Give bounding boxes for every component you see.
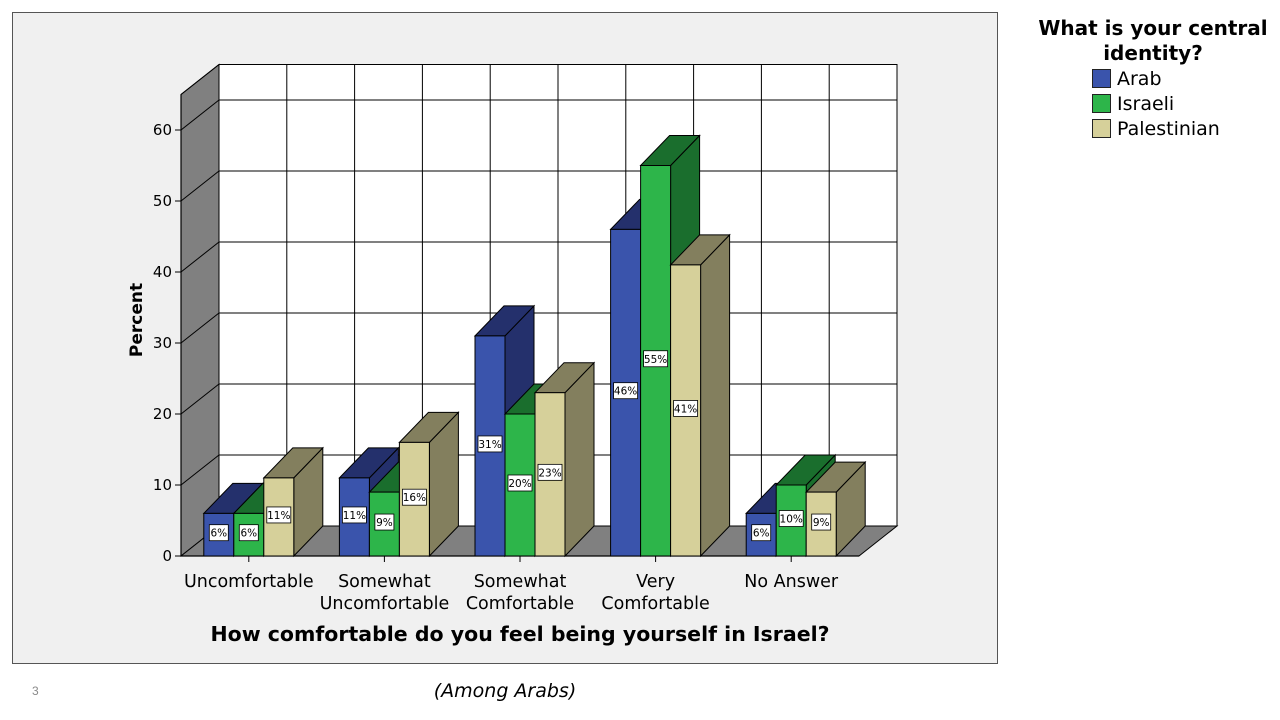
data-label-text: 6%: [210, 528, 227, 540]
data-label-text: 31%: [478, 439, 501, 451]
data-label-text: 6%: [753, 528, 770, 540]
bar-palestinian-very-comfortable: [669, 233, 731, 558]
data-label: 10%: [778, 510, 804, 527]
gridline-wall: [180, 64, 220, 95]
data-label-text: 6%: [240, 528, 257, 540]
legend-swatch-palestinian: [1092, 119, 1111, 138]
data-label-box: [238, 524, 259, 542]
x-tick-label: Very: [636, 572, 675, 592]
data-label-text: 16%: [403, 492, 426, 504]
gridline-wall: [180, 454, 220, 486]
data-label-text: 9%: [376, 517, 393, 529]
footnote: (Among Arabs): [433, 680, 577, 702]
data-label-box: [266, 506, 292, 524]
data-label: 11%: [266, 506, 292, 524]
chart-frame: 0 10 20 30 40 50 60 Percent Uncomfortable Somewha…: [12, 12, 998, 664]
legend-item-arab: Arab: [1092, 66, 1276, 91]
legend: What is your central identity? Arab Isra…: [1030, 16, 1276, 141]
data-label-box: [778, 510, 804, 527]
gridline-wall: [180, 170, 220, 202]
data-label: 31%: [477, 435, 503, 453]
x-tick-label: Somewhat: [474, 572, 567, 592]
y-tick-label: 0: [162, 547, 172, 565]
data-label: 9%: [374, 513, 395, 531]
y-tick-label: 40: [153, 263, 172, 281]
y-tick-label: 60: [153, 121, 172, 139]
y-tick-label: 20: [153, 405, 172, 423]
data-label-box: [401, 488, 427, 506]
bar-side: [564, 361, 595, 558]
data-label-text: 55%: [644, 354, 667, 366]
data-label-text: 11%: [267, 510, 290, 522]
x-axis-title: How comfortable do you feel being yourse…: [210, 622, 829, 646]
bar-side: [700, 233, 731, 558]
legend-label-arab: Arab: [1117, 67, 1162, 90]
page-number: 3: [32, 684, 39, 698]
y-tick-label: 50: [153, 192, 172, 210]
data-label-box: [537, 463, 563, 481]
data-label: 55%: [643, 350, 668, 368]
legend-title: What is your central identity?: [1038, 16, 1268, 65]
gridline-wall: [180, 99, 220, 131]
data-label-box: [613, 382, 638, 400]
x-tick-label: No Answer: [744, 572, 839, 592]
data-label: 20%: [507, 474, 533, 492]
legend-label-palestinian: Palestinian: [1117, 117, 1220, 140]
data-label-box: [374, 513, 395, 531]
legend-label-israeli: Israeli: [1117, 92, 1175, 115]
data-label-text: 11%: [343, 510, 366, 522]
data-label: 6%: [751, 524, 772, 542]
x-tick-label: Uncomfortable: [320, 594, 450, 614]
bar-palestinian-somewhat-uncomfortable: [398, 411, 460, 558]
data-label: 6%: [208, 524, 229, 542]
x-tick-label: Uncomfortable: [184, 572, 314, 592]
data-label: 6%: [238, 524, 259, 542]
data-label-text: 46%: [614, 386, 637, 398]
x-tick-label: Comfortable: [601, 594, 709, 614]
y-axis-title: Percent: [127, 283, 147, 357]
data-label-box: [811, 513, 832, 531]
data-label-text: 9%: [813, 517, 830, 529]
data-label-box: [643, 350, 668, 368]
bar-palestinian-somewhat-comfortable: [533, 361, 596, 558]
y-tick-label: 30: [153, 334, 172, 352]
data-label-box: [673, 400, 698, 417]
gridline-wall: [180, 383, 220, 415]
data-label: 46%: [613, 382, 638, 400]
legend-item-israeli: Israeli: [1092, 91, 1276, 116]
data-label-box: [341, 506, 367, 524]
legend-item-palestinian: Palestinian: [1092, 116, 1276, 141]
data-label: 41%: [673, 400, 698, 417]
gridline-wall: [180, 312, 220, 344]
data-label: 16%: [401, 488, 427, 506]
data-label-box: [751, 524, 772, 542]
data-label-box: [208, 524, 229, 542]
data-label: 9%: [811, 513, 832, 531]
data-label-box: [507, 474, 533, 492]
x-tick-label: Somewhat: [338, 572, 431, 592]
data-label-text: 23%: [538, 467, 561, 479]
data-label: 23%: [537, 463, 563, 481]
legend-swatch-arab: [1092, 69, 1111, 88]
data-label-text: 41%: [674, 403, 697, 415]
data-label-text: 10%: [780, 514, 803, 526]
data-label-box: [477, 435, 503, 453]
data-label-text: 20%: [508, 478, 531, 490]
x-tick-label: Comfortable: [466, 594, 574, 614]
plot-left-wall: [180, 63, 220, 558]
gridline-wall: [180, 241, 220, 273]
legend-swatch-israeli: [1092, 94, 1111, 113]
y-tick-label: 10: [153, 476, 172, 494]
data-label: 11%: [341, 506, 367, 524]
